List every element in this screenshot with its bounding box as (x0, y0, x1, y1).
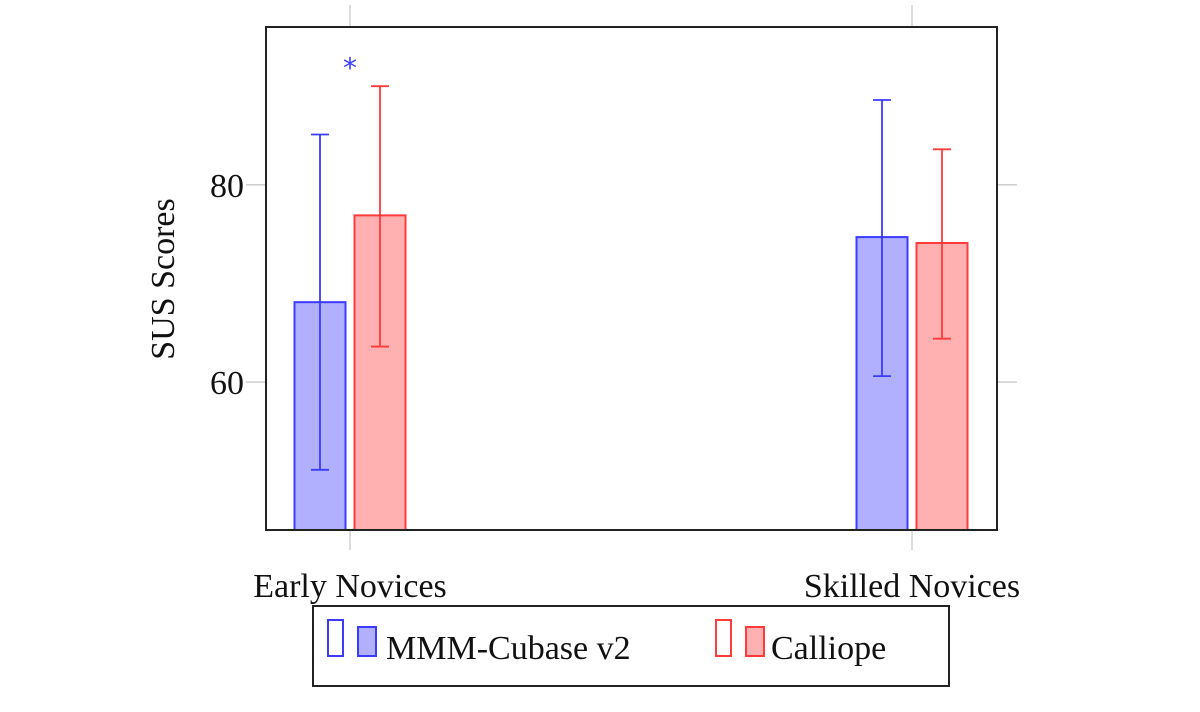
plot-frame (265, 26, 998, 531)
x-tick-label: Skilled Novices (804, 568, 1020, 605)
y-tick-label: 60 (210, 365, 244, 402)
legend-swatch-bar (745, 626, 765, 657)
y-axis-title: SUS Scores (145, 198, 182, 360)
legend-label: MMM-Cubase v2 (386, 630, 631, 667)
legend-label: Calliope (771, 630, 886, 667)
legend-swatch-bar (357, 626, 377, 657)
legend: MMM-Cubase v2 Calliope (312, 605, 950, 687)
x-tick-label: Early Novices (253, 568, 447, 605)
legend-swatch-errorbar (327, 619, 344, 657)
significance-marker: * (343, 52, 357, 85)
legend-swatch-errorbar (715, 619, 732, 657)
plot-area: Early Novices Skilled Novices 60 80 * (210, 5, 1020, 605)
y-tick-label: 80 (210, 168, 244, 205)
legend-box (312, 605, 950, 687)
